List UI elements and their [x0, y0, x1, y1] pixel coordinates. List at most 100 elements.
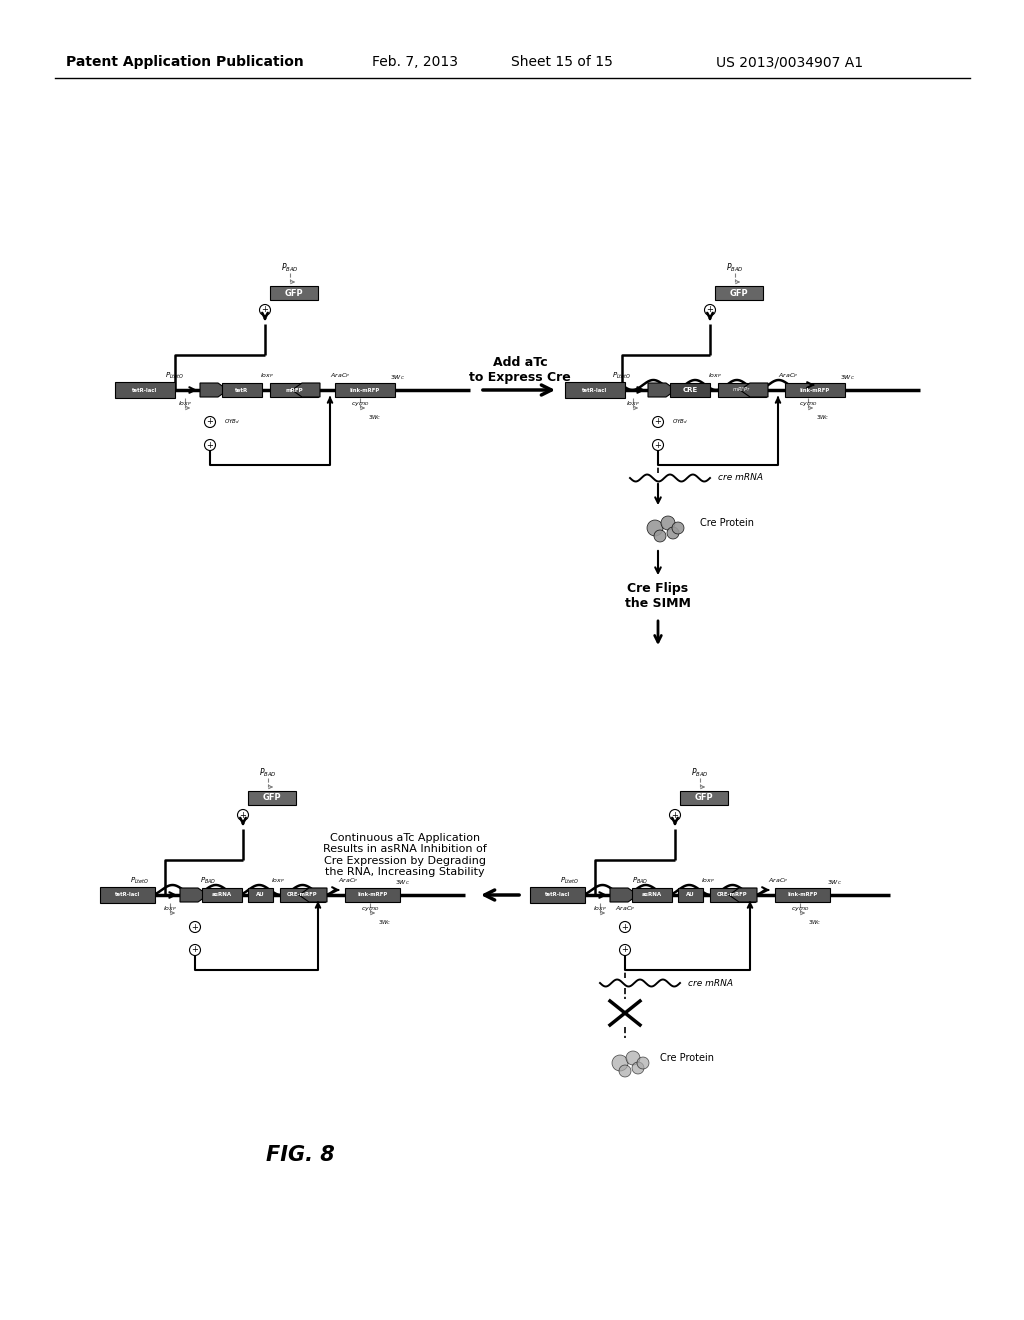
Text: asRNA: asRNA	[212, 892, 232, 898]
Text: Cre Flips
the SIMM: Cre Flips the SIMM	[625, 582, 691, 610]
Bar	[632, 888, 672, 902]
Text: $P_{BAD}$: $P_{BAD}$	[632, 876, 648, 886]
Bar	[280, 888, 325, 902]
Text: Cre Protein: Cre Protein	[660, 1053, 714, 1063]
Text: CRE: CRE	[682, 387, 697, 393]
Text: mRFP: mRFP	[286, 388, 303, 392]
Text: $lox_P$: $lox_P$	[593, 904, 607, 913]
Bar	[270, 383, 318, 397]
Text: $cym_D$: $cym_D$	[799, 400, 817, 408]
Text: $P_{BAD}$: $P_{BAD}$	[282, 261, 299, 275]
Text: $P_{LtetO}$: $P_{LtetO}$	[130, 876, 150, 886]
Text: $AraC_P$: $AraC_P$	[615, 904, 635, 913]
Text: $lox_P$: $lox_P$	[701, 876, 715, 886]
Text: $3W_C$: $3W_C$	[816, 413, 829, 422]
Circle shape	[667, 527, 679, 539]
Text: $AraC_P$: $AraC_P$	[768, 876, 788, 886]
Text: US 2013/0034907 A1: US 2013/0034907 A1	[717, 55, 863, 69]
Text: $lox_P$: $lox_P$	[163, 904, 177, 913]
Text: asRNA: asRNA	[642, 892, 663, 898]
Bar	[202, 888, 242, 902]
FancyArrow shape	[200, 383, 228, 397]
Circle shape	[705, 305, 716, 315]
Bar	[680, 791, 728, 805]
Text: +: +	[654, 441, 662, 450]
Text: Sheet 15 of 15: Sheet 15 of 15	[511, 55, 613, 69]
FancyArrow shape	[740, 383, 768, 397]
Text: GFP: GFP	[694, 793, 714, 803]
Text: FIG. 8: FIG. 8	[265, 1144, 335, 1166]
Bar	[710, 888, 755, 902]
Text: $lox_P$: $lox_P$	[178, 400, 191, 408]
Text: AU: AU	[686, 892, 695, 898]
Text: $OYB_d$: $OYB_d$	[224, 417, 240, 426]
Bar	[248, 791, 296, 805]
Circle shape	[652, 417, 664, 428]
Text: +: +	[707, 305, 714, 314]
Text: $P_{BAD}$: $P_{BAD}$	[200, 876, 216, 886]
Text: $lox_P$: $lox_P$	[271, 876, 285, 886]
Circle shape	[647, 520, 663, 536]
Circle shape	[672, 521, 684, 535]
Text: $OYB_d$: $OYB_d$	[672, 417, 688, 426]
Bar	[678, 888, 703, 902]
Text: CRE-mRFP: CRE-mRFP	[287, 892, 317, 898]
Text: GFP: GFP	[285, 289, 303, 297]
Text: $P_{BAD}$: $P_{BAD}$	[726, 261, 743, 275]
Text: link-mRFP: link-mRFP	[787, 892, 817, 898]
Circle shape	[620, 945, 631, 956]
Text: GFP: GFP	[263, 793, 282, 803]
Text: $lox_P$: $lox_P$	[260, 371, 274, 380]
Text: $lox_P$: $lox_P$	[626, 400, 640, 408]
Text: Cre Protein: Cre Protein	[700, 517, 754, 528]
Circle shape	[238, 809, 249, 821]
Text: CRE-mRFP: CRE-mRFP	[717, 892, 748, 898]
Text: +: +	[191, 923, 199, 932]
Circle shape	[670, 809, 681, 821]
Text: link-mRFP: link-mRFP	[357, 892, 388, 898]
Circle shape	[259, 305, 270, 315]
Circle shape	[637, 1057, 649, 1069]
Text: tetR-lacI: tetR-lacI	[115, 892, 140, 898]
Text: $AraC_P$: $AraC_P$	[778, 371, 798, 380]
Circle shape	[205, 417, 215, 428]
Text: $3W_C$: $3W_C$	[827, 879, 843, 887]
FancyArrow shape	[729, 888, 757, 902]
Text: $cym_D$: $cym_D$	[351, 400, 370, 408]
Text: AU: AU	[256, 892, 265, 898]
Text: tetR-lacI: tetR-lacI	[545, 892, 570, 898]
Circle shape	[632, 1063, 644, 1074]
Text: +: +	[261, 305, 268, 314]
Text: tetR-lacI: tetR-lacI	[132, 388, 158, 392]
Text: $3W_C$: $3W_C$	[841, 374, 856, 383]
Text: $3W_C$: $3W_C$	[369, 413, 382, 422]
Text: $AraC_P$: $AraC_P$	[338, 876, 358, 886]
Bar	[248, 888, 273, 902]
Text: +: +	[191, 945, 199, 954]
Text: Feb. 7, 2013: Feb. 7, 2013	[372, 55, 458, 69]
Text: link-mRFP: link-mRFP	[350, 388, 380, 392]
Text: cre mRNA: cre mRNA	[688, 978, 733, 987]
Circle shape	[618, 1065, 631, 1077]
FancyArrow shape	[299, 888, 327, 902]
Circle shape	[189, 945, 201, 956]
Text: $P_{LtetO}$: $P_{LtetO}$	[612, 371, 632, 381]
Text: $P_{LtetO}$: $P_{LtetO}$	[165, 371, 184, 381]
Circle shape	[654, 531, 666, 543]
Bar	[715, 286, 763, 300]
Bar	[670, 383, 710, 397]
Text: $P_{LtetO}$: $P_{LtetO}$	[560, 876, 580, 886]
Text: +: +	[654, 417, 662, 426]
Text: $cym_D$: $cym_D$	[360, 906, 379, 913]
Circle shape	[205, 440, 215, 450]
Bar	[222, 383, 262, 397]
Text: cre mRNA: cre mRNA	[718, 474, 763, 483]
Text: link-mRFP: link-mRFP	[800, 388, 830, 392]
Text: +: +	[240, 810, 247, 820]
FancyArrow shape	[180, 888, 208, 902]
Bar	[115, 381, 175, 399]
Bar	[335, 383, 395, 397]
Bar	[270, 286, 318, 300]
Text: $cym_D$: $cym_D$	[791, 906, 809, 913]
Text: $mRFP_T$: $mRFP_T$	[732, 385, 752, 395]
